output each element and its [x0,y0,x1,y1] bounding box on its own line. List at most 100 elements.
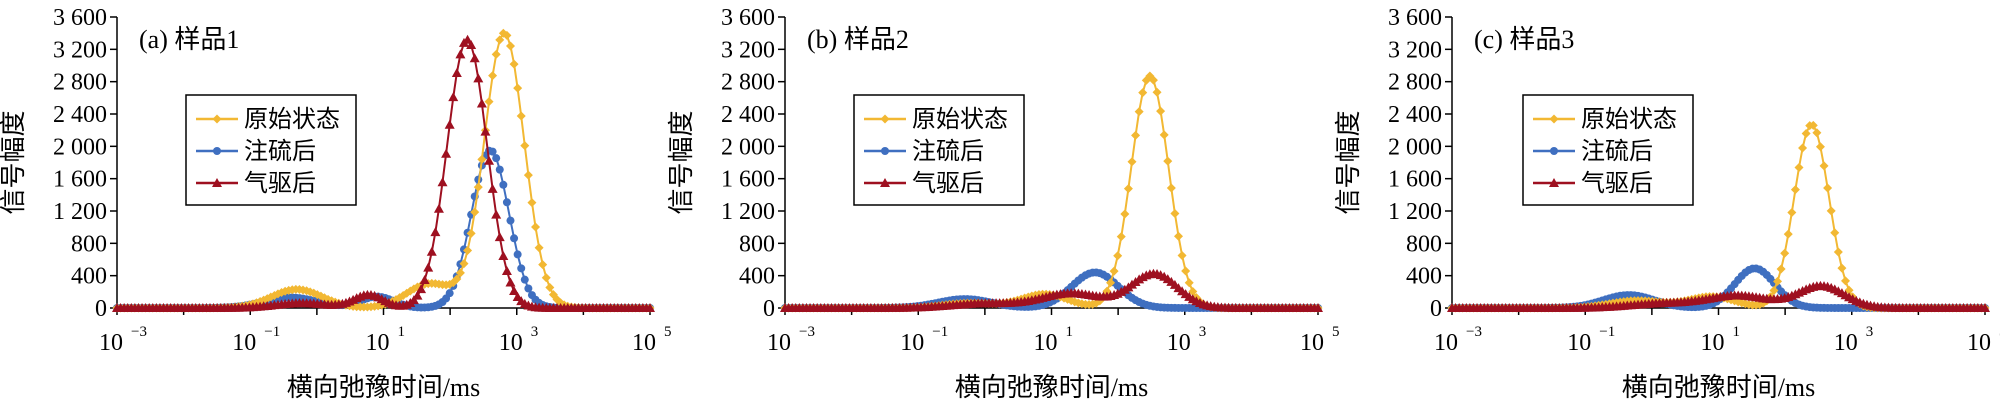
data-point [1840,276,1850,286]
y-tick-label: 1 600 [53,167,107,193]
y-tick-label: 3 200 [53,37,107,63]
data-point [516,111,526,121]
data-point [491,49,501,59]
legend-label: 原始状态 [1581,106,1677,133]
data-point [1808,120,1818,130]
y-tick-label: 800 [739,231,775,257]
data-point [459,259,469,269]
legend-label: 注硫后 [244,138,316,165]
legend-swatch-marker [881,147,889,155]
data-point [510,234,519,243]
panel-label: (a) 样品1 [139,25,239,54]
data-point [1783,229,1793,239]
data-point [466,228,476,238]
data-point [451,68,462,78]
legend-swatch-marker [880,114,890,124]
data-point [452,274,462,284]
y-tick-label: 3 600 [1388,5,1442,31]
data-point [1123,184,1133,194]
data-point [423,262,434,272]
legend-swatch-marker [1549,114,1559,124]
data-point [477,154,487,164]
data-point [1134,107,1144,117]
data-point [1798,143,1808,153]
legend-swatch-marker [1549,178,1559,187]
data-point [1127,157,1137,167]
y-tick-label: 1 600 [721,167,775,193]
data-point [1790,185,1800,195]
legend-swatch-marker [880,178,890,187]
y-tick-label: 2 400 [53,102,107,128]
legend-swatch-marker [212,114,222,124]
y-tick-label: 800 [71,231,107,257]
panel-label: (b) 样品2 [807,25,909,54]
y-tick-label: 2 800 [1388,70,1442,96]
data-point [645,303,655,312]
data-point [520,141,530,151]
legend-label: 原始状态 [244,106,340,133]
data-point [1170,208,1180,218]
x-tick-label-exponent: 3 [531,324,539,340]
chart-panel-1: 0 400 800 1 200 1 600 2 000 2 400 2 800 3 200 3 6… [0,5,672,402]
y-tick-label: 1 600 [1388,167,1442,193]
legend-swatch-marker [213,147,221,155]
y-tick-label: 3 600 [721,5,775,31]
x-tick-label: 10 [1300,330,1324,356]
x-tick-label-exponent: −3 [1466,324,1482,340]
y-tick-label: 2 800 [721,70,775,96]
data-point [1148,75,1158,85]
data-point [523,170,533,180]
x-tick-label-exponent: −3 [799,324,815,340]
x-tick-label-exponent: −1 [264,324,280,340]
data-point [484,97,494,107]
data-point [534,243,544,253]
data-point [1184,278,1194,288]
panel-label: (c) 样品3 [1474,25,1574,54]
y-axis-title: 信号幅度 [667,110,696,214]
data-point [502,30,512,40]
data-point [1159,130,1169,140]
data-point [445,289,454,298]
y-tick-label: 2 400 [1388,102,1442,128]
x-tick-label-exponent: −3 [131,324,147,340]
data-point [538,260,548,270]
data-point [473,73,484,83]
y-tick-label: 1 200 [721,199,775,225]
x-tick-label-exponent: 5 [1332,324,1340,340]
y-tick-label: 3 200 [721,37,775,63]
series-2 [1448,264,1989,312]
chart-panel-2: 0 400 800 1 200 1 600 2 000 2 400 2 800 3 200 3 6… [667,5,1340,402]
data-point [1106,278,1116,288]
x-axis-title: 横向弛豫时间/ms [1622,373,1816,402]
x-tick-label: 10 [232,330,256,356]
data-point [527,198,537,208]
data-point [1819,161,1829,171]
chart-panel-3: 0 400 800 1 200 1 600 2 000 2 400 2 800 3 200 3 6… [1334,5,2000,402]
x-tick-label: 10 [632,330,656,356]
data-point [501,265,512,275]
data-point [1313,303,1323,312]
series-3 [1447,280,1990,312]
data-point [426,246,437,256]
data-point [506,216,515,225]
data-point [1812,128,1822,138]
x-tick-label: 10 [1834,330,1858,356]
data-point [437,177,448,187]
data-point [1120,209,1130,219]
series-3 [780,268,1323,312]
data-point [480,126,491,136]
data-point [1181,266,1191,276]
data-point [487,183,498,193]
data-point [505,41,515,51]
data-point [455,268,465,278]
legend-label: 注硫后 [912,138,984,165]
x-tick-label: 10 [767,330,791,356]
x-tick-label-exponent: 1 [398,324,406,340]
y-axis-title: 信号幅度 [0,110,28,214]
y-tick-label: 0 [95,296,107,322]
legend-swatch-marker [1550,147,1558,155]
data-point [491,209,502,219]
